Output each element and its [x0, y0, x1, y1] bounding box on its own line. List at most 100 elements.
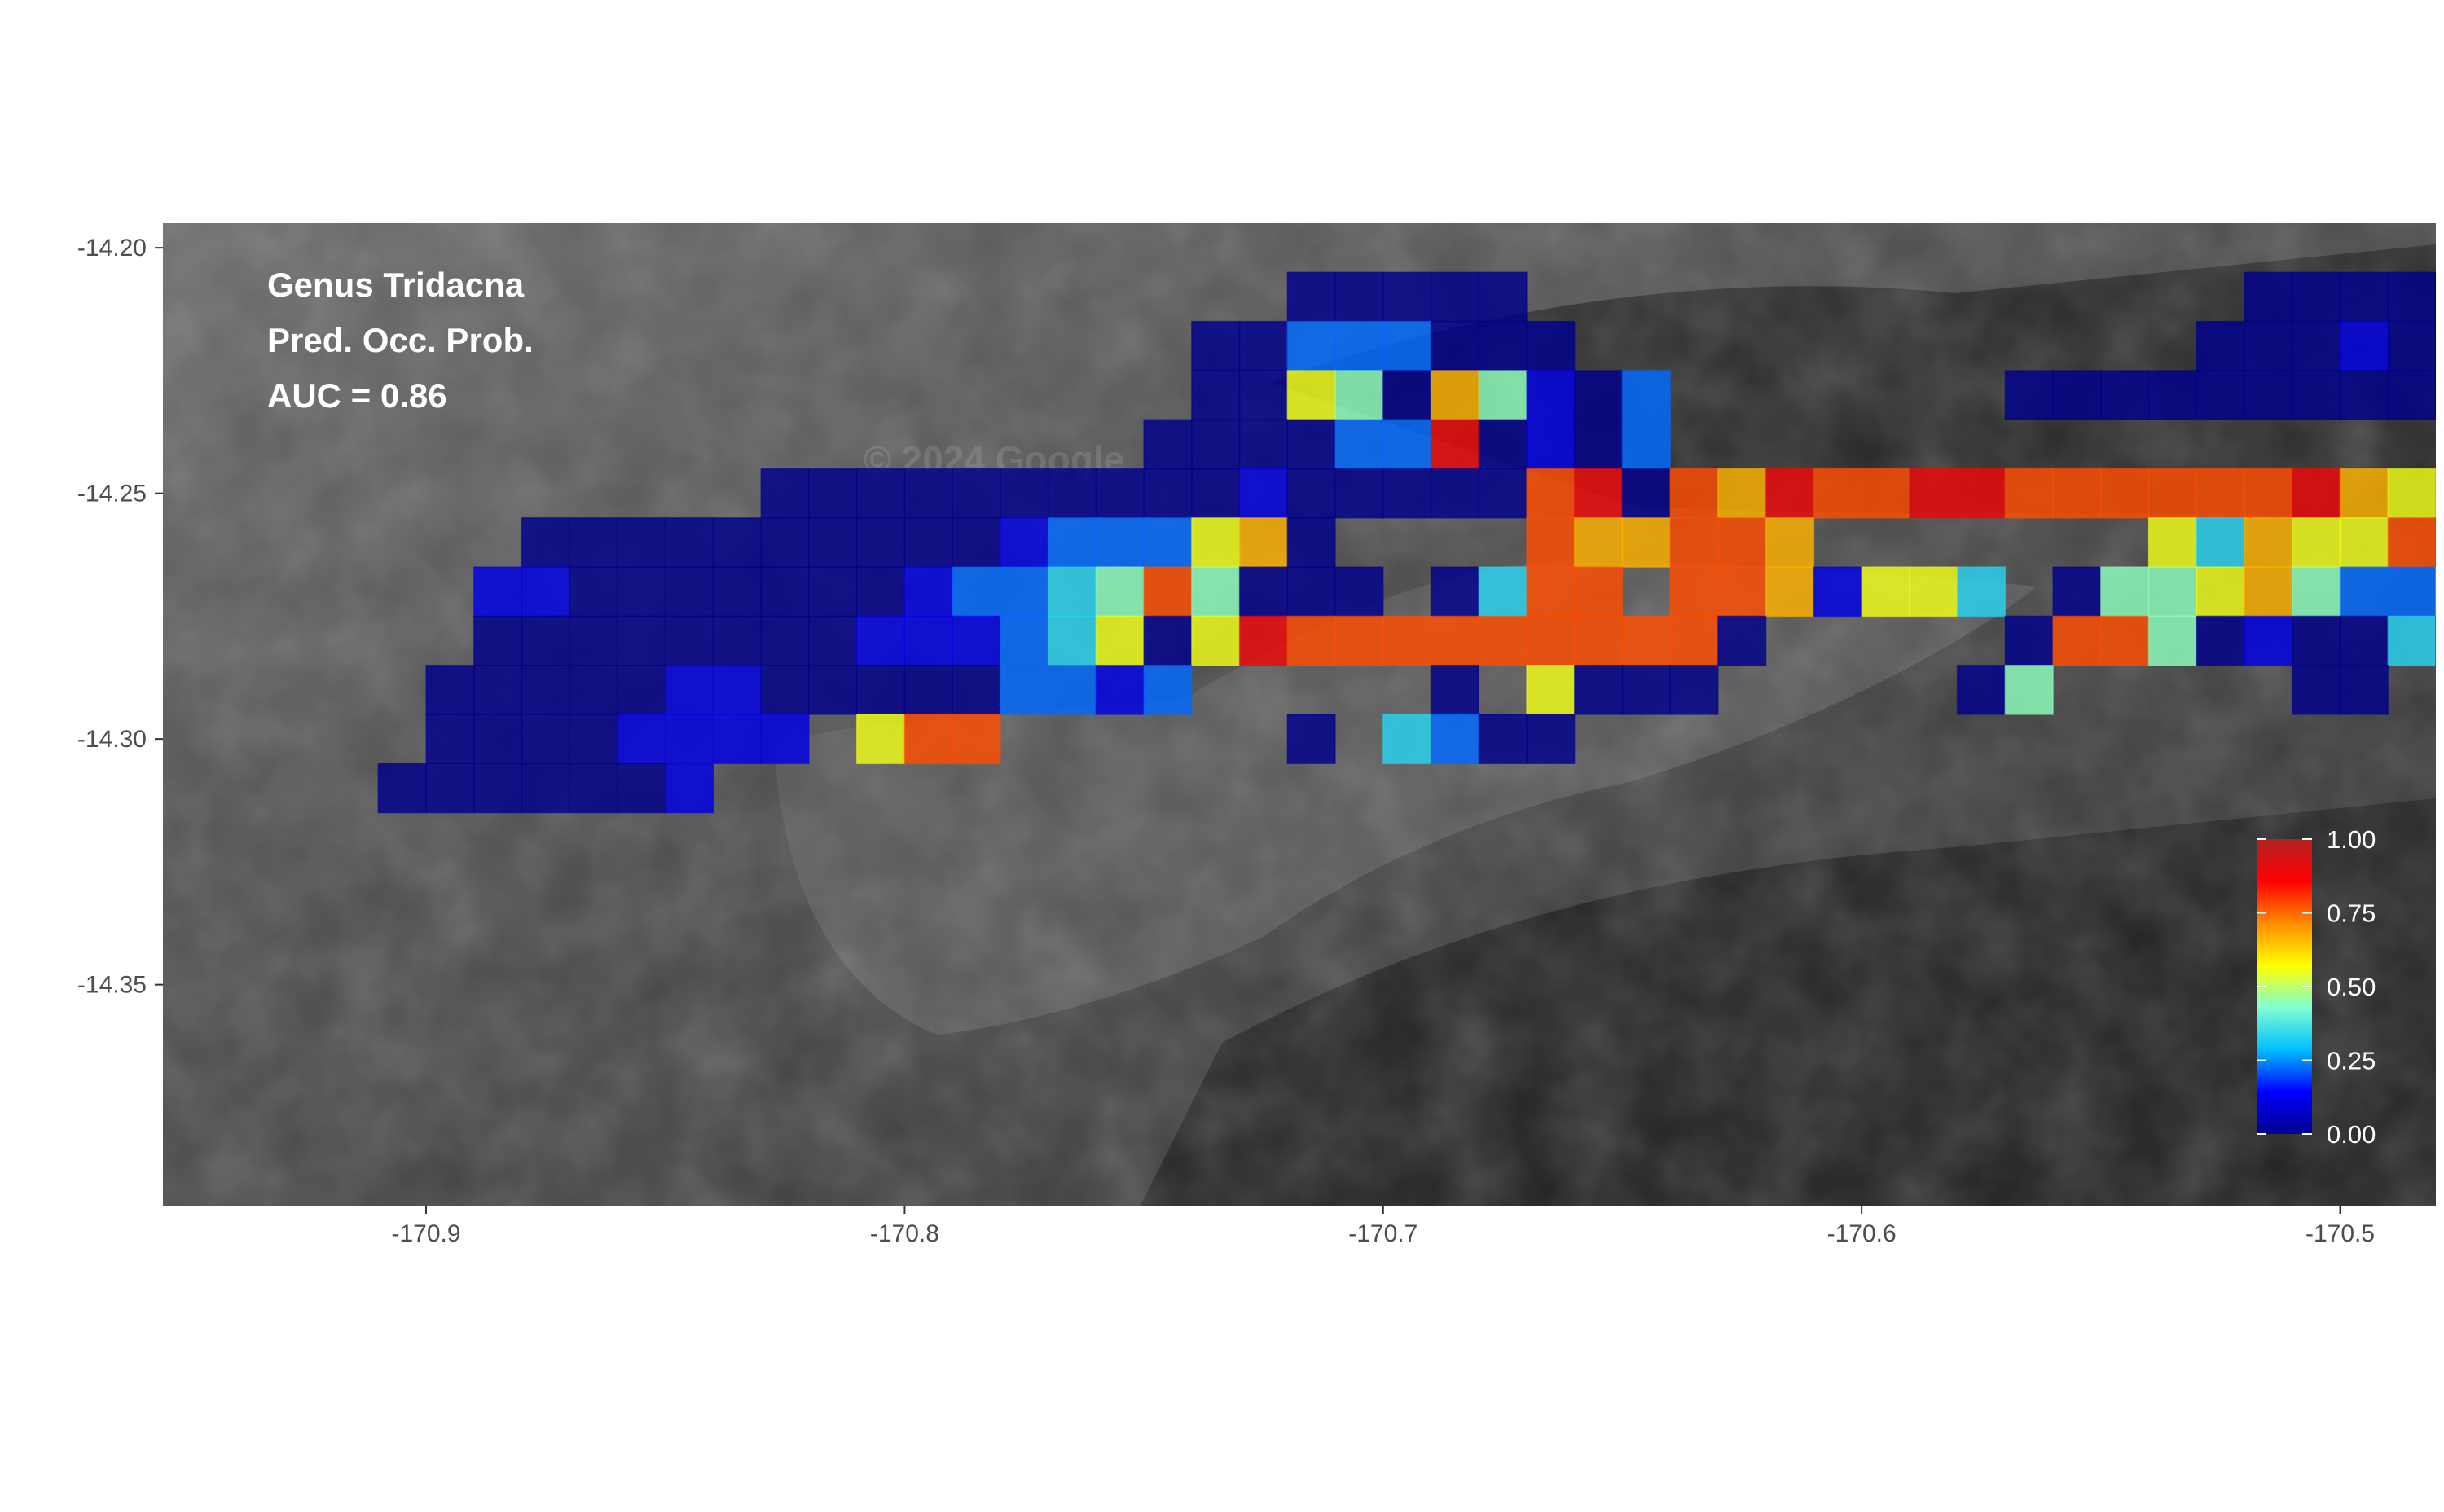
grid-cell	[1573, 566, 1624, 618]
grid-cell	[425, 664, 475, 715]
grid-cell	[760, 664, 810, 715]
grid-cell	[473, 566, 523, 618]
grid-cell	[1047, 664, 1097, 715]
grid-cell	[952, 566, 1001, 618]
grid-cell	[2196, 468, 2245, 519]
grid-cell	[808, 615, 858, 666]
grid-cell	[1526, 320, 1576, 371]
grid-cell	[569, 517, 618, 568]
grid-cell	[1382, 615, 1432, 666]
grid-cell	[1526, 517, 1576, 568]
grid-cell	[2244, 271, 2293, 323]
legend-tick-label: 0.25	[2327, 1047, 2376, 1075]
grid-cell	[2387, 320, 2436, 371]
annotation-subtitle: Pred. Occ. Prob.	[267, 321, 534, 359]
map-annotation: Genus Tridacna Pred. Occ. Prob. AUC = 0.…	[267, 266, 534, 415]
grid-cell	[1765, 566, 1815, 618]
grid-cell	[1526, 468, 1576, 519]
grid-cell	[2292, 615, 2341, 666]
grid-cell	[2339, 320, 2389, 371]
grid-cell	[2100, 370, 2150, 420]
grid-cell	[2004, 615, 2054, 666]
grid-cell	[1000, 566, 1049, 618]
grid-cell	[473, 615, 523, 666]
grid-cell	[2147, 370, 2198, 420]
grid-cell	[2435, 370, 2436, 420]
grid-cell	[2052, 468, 2102, 519]
grid-cell	[664, 664, 714, 715]
grid-cell	[1526, 419, 1576, 470]
grid-cell	[1143, 615, 1193, 666]
grid-cell	[1000, 664, 1049, 715]
grid-cell	[2435, 566, 2436, 618]
grid-cell	[1430, 468, 1479, 519]
grid-cell	[1621, 468, 1671, 519]
x-tick-label: -170.6	[1827, 1220, 1897, 1247]
grid-cell	[1286, 271, 1336, 323]
grid-cell	[1573, 615, 1624, 666]
grid-cell	[903, 468, 953, 519]
grid-cell	[1717, 615, 1767, 666]
grid-cell	[1430, 566, 1479, 618]
x-tick-label: -170.7	[1348, 1220, 1418, 1247]
grid-cell	[1478, 714, 1528, 765]
grid-cell	[1286, 714, 1336, 765]
grid-cell	[1286, 615, 1336, 666]
grid-cell	[1526, 664, 1576, 715]
grid-cell	[1095, 615, 1145, 666]
grid-cell	[2100, 615, 2150, 666]
grid-cell	[855, 468, 906, 519]
grid-cell	[1286, 468, 1336, 519]
grid-cell	[1143, 419, 1193, 470]
legend-tick-label: 0.00	[2327, 1120, 2376, 1149]
grid-cell	[1430, 664, 1479, 715]
grid-cell	[1334, 468, 1384, 519]
grid-cell	[1191, 370, 1241, 420]
grid-cell	[1047, 566, 1097, 618]
grid-cell	[1382, 468, 1432, 519]
grid-cell	[617, 615, 666, 666]
grid-cell	[712, 714, 762, 765]
grid-cell	[1382, 271, 1432, 323]
grid-cell	[617, 714, 666, 765]
grid-cell	[617, 517, 666, 568]
legend-tick-label: 0.50	[2327, 973, 2376, 1001]
grid-cell	[760, 468, 810, 519]
grid-cell	[760, 517, 810, 568]
grid-cell	[617, 763, 666, 814]
grid-cell	[1286, 419, 1336, 470]
grid-cell	[521, 566, 570, 618]
grid-cell	[2435, 517, 2436, 568]
grid-cell	[712, 517, 762, 568]
annotation-genus: Genus Tridacna	[267, 266, 525, 304]
grid-cell	[2100, 566, 2150, 618]
grid-cell	[569, 714, 618, 765]
grid-cell	[1238, 468, 1289, 519]
grid-cell	[521, 714, 570, 765]
grid-cell	[2244, 517, 2293, 568]
legend-tick-label: 1.00	[2327, 825, 2376, 854]
grid-cell	[1861, 468, 1910, 519]
grid-cell	[1286, 320, 1336, 371]
grid-cell	[2387, 370, 2436, 420]
grid-cell	[1717, 468, 1767, 519]
grid-cell	[1478, 468, 1528, 519]
grid-cell	[1669, 566, 1719, 618]
grid-cell	[855, 714, 906, 765]
grid-cell	[1526, 714, 1576, 765]
grid-cell	[617, 566, 666, 618]
probability-grid	[377, 271, 2436, 814]
grid-cell	[2244, 320, 2293, 371]
legend-tick-label: 0.75	[2327, 899, 2376, 928]
grid-cell	[1382, 320, 1432, 371]
grid-cell	[1238, 517, 1289, 568]
grid-cell	[952, 468, 1001, 519]
grid-cell	[1143, 664, 1193, 715]
grid-cell	[1956, 468, 2007, 519]
grid-cell	[1526, 615, 1576, 666]
grid-cell	[2052, 566, 2102, 618]
grid-cell	[2147, 468, 2198, 519]
grid-cell	[1717, 517, 1767, 568]
grid-cell	[1573, 468, 1624, 519]
grid-cell	[808, 664, 858, 715]
